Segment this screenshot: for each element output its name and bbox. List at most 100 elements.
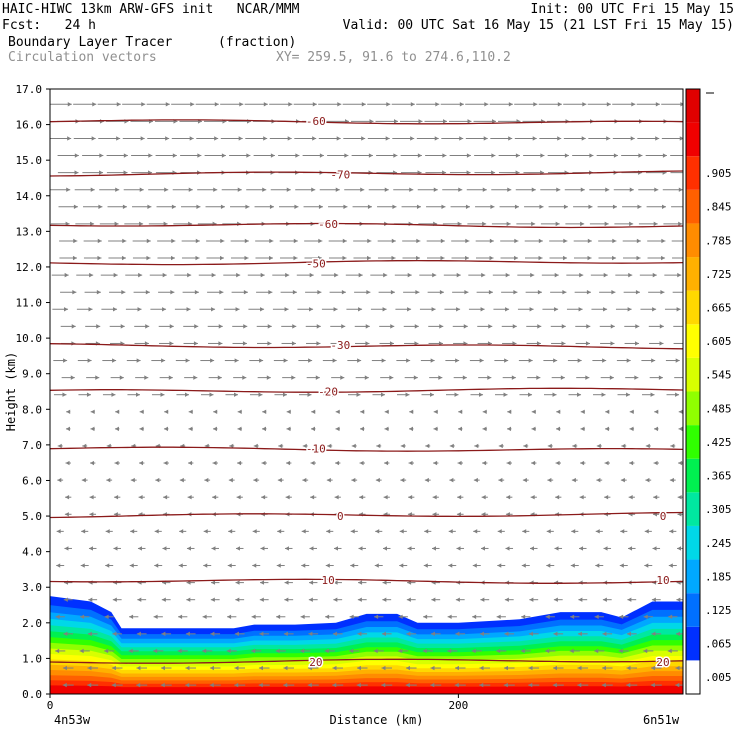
wind-vector-head bbox=[381, 665, 386, 671]
wind-vector-head bbox=[89, 512, 94, 517]
wind-vector-head bbox=[498, 477, 503, 483]
wind-vector-head bbox=[627, 307, 632, 312]
wind-vector-head bbox=[65, 494, 70, 500]
wind-vector-head bbox=[187, 272, 192, 278]
wind-vector-head bbox=[163, 426, 168, 432]
wind-vector-head bbox=[603, 307, 608, 312]
wind-vector-head bbox=[448, 529, 453, 534]
temperature-contours: 20 10 0 -10 -20 -30 -50 -60 -70 -60 0 10 20 bbox=[50, 114, 683, 670]
wind-vector-head bbox=[251, 614, 256, 619]
wind-vector-head bbox=[580, 460, 585, 466]
wind-vector-head bbox=[292, 290, 297, 295]
wind-vector-head bbox=[283, 392, 288, 397]
wind-vector-head bbox=[392, 204, 397, 209]
wind-vector-head bbox=[408, 460, 413, 466]
wind-vector-head bbox=[114, 221, 119, 227]
wind-vector-head bbox=[552, 682, 557, 688]
vector-field-name: Circulation vectors bbox=[8, 50, 157, 65]
wind-vector-head bbox=[528, 682, 533, 688]
wind-vector-head bbox=[356, 682, 361, 688]
wind-vector-head bbox=[161, 597, 166, 602]
wind-vector-head bbox=[228, 529, 233, 534]
wind-vector-head bbox=[88, 307, 93, 312]
wind-vector-head bbox=[286, 409, 291, 414]
wind-vector-head bbox=[626, 392, 631, 397]
wind-vector-head bbox=[679, 136, 683, 141]
wind-vector-head bbox=[333, 546, 338, 551]
wind-vector-head bbox=[312, 136, 317, 141]
wind-vector-head bbox=[244, 255, 249, 261]
wind-vector-head bbox=[121, 290, 126, 295]
wind-vector-head bbox=[504, 631, 509, 637]
wind-vector-head bbox=[213, 187, 218, 192]
wind-vector-head bbox=[189, 136, 194, 141]
wind-vector-head bbox=[604, 221, 609, 227]
wind-vector-head bbox=[521, 614, 526, 619]
wind-vector-head bbox=[212, 494, 217, 500]
wind-vector-head bbox=[72, 255, 77, 261]
wind-vector-head bbox=[579, 546, 584, 551]
wind-vector-head bbox=[515, 170, 520, 175]
wind-vector-head bbox=[601, 682, 606, 688]
wind-vector-head bbox=[605, 187, 610, 192]
wind-vector-head bbox=[572, 443, 577, 449]
colorbar-segment bbox=[686, 626, 700, 661]
wind-vector-head bbox=[186, 546, 191, 551]
wind-vector-head bbox=[105, 529, 110, 534]
wind-vector-head bbox=[324, 648, 329, 654]
wind-vector-head bbox=[284, 307, 289, 312]
wind-vector-head bbox=[389, 375, 394, 380]
colorbar-segment bbox=[686, 122, 700, 157]
wind-vector-head bbox=[116, 102, 121, 107]
wind-vector-head bbox=[64, 546, 69, 551]
wind-vector-head bbox=[259, 597, 264, 602]
colorbar-label: .185 bbox=[705, 570, 732, 583]
wind-vector-head bbox=[580, 187, 585, 192]
wind-vector-head bbox=[340, 375, 345, 380]
wind-vector-head bbox=[628, 546, 633, 551]
wind-vector-head bbox=[620, 477, 625, 483]
wind-vector-head bbox=[675, 392, 680, 397]
wind-vector-head bbox=[226, 648, 231, 654]
wind-vector-head bbox=[307, 665, 312, 671]
wind-vector-head bbox=[90, 187, 95, 192]
wind-vector-head bbox=[202, 648, 207, 654]
wind-vector-head bbox=[307, 392, 312, 397]
wind-vector-head bbox=[482, 460, 487, 466]
wind-vector-head bbox=[309, 307, 314, 312]
wind-vector-head bbox=[90, 221, 95, 227]
wind-vector-head bbox=[186, 597, 191, 602]
wind-vector-head bbox=[349, 614, 354, 619]
wind-vector-head bbox=[508, 102, 513, 107]
wind-vector-head bbox=[333, 597, 338, 602]
wind-vector-head bbox=[112, 597, 117, 602]
wind-vector-head bbox=[114, 460, 119, 466]
wind-vector-head bbox=[554, 546, 559, 551]
wind-vector-head bbox=[433, 187, 438, 192]
header-valid-time: Valid: 00 UTC Sat 16 May 15 (21 LST Fri … bbox=[342, 18, 734, 33]
wind-vector-head bbox=[481, 494, 486, 500]
wind-vector-head bbox=[87, 631, 92, 637]
wind-vector-head bbox=[585, 375, 590, 380]
wind-vector-head bbox=[423, 563, 428, 568]
wind-vector-head bbox=[626, 682, 631, 688]
wind-vector-head bbox=[466, 153, 471, 158]
wind-vector-head bbox=[650, 682, 655, 688]
wind-vector-head bbox=[89, 272, 94, 278]
wind-vector-head bbox=[267, 341, 272, 346]
wind-vector-head bbox=[653, 460, 658, 466]
wind-vector-head bbox=[244, 238, 249, 244]
wind-vector-head bbox=[529, 307, 534, 312]
wind-vector-head bbox=[462, 375, 467, 380]
wind-vector-head bbox=[586, 290, 591, 295]
wind-vector-head bbox=[64, 272, 69, 278]
vector-field bbox=[50, 102, 683, 688]
wind-vector-head bbox=[473, 529, 478, 534]
wind-vector-head bbox=[571, 529, 576, 534]
wind-vector-head bbox=[275, 648, 280, 654]
wind-vector-head bbox=[335, 187, 340, 192]
wind-vector-head bbox=[661, 238, 666, 244]
wind-vector-head bbox=[556, 426, 561, 432]
wind-vector-head bbox=[447, 648, 452, 654]
